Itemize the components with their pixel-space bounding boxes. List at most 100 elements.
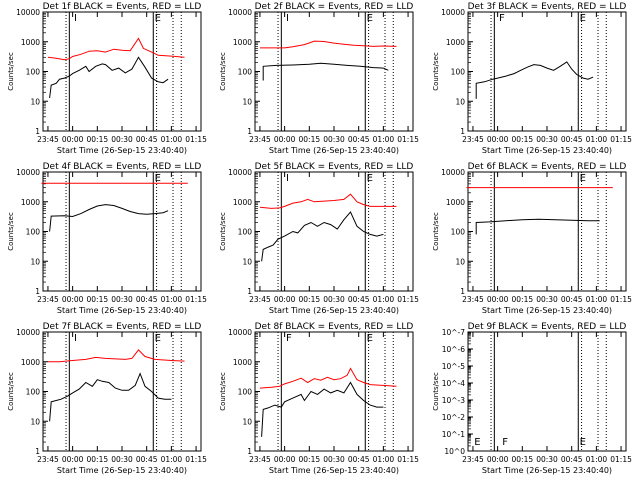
y-tick-label: 10 bbox=[242, 417, 252, 426]
x-tick-label: 00:45 bbox=[136, 135, 158, 144]
lld-series-line bbox=[259, 367, 397, 389]
panel-title: Det 3f BLACK = Events, RED = LLD bbox=[468, 2, 627, 12]
y-tick-label: 100 bbox=[238, 388, 253, 397]
y-tick-label: 10^-6 bbox=[442, 345, 466, 354]
y-axis-label: Counts/sec bbox=[7, 372, 15, 411]
y-axis-label: Counts/sec bbox=[219, 372, 227, 411]
plot-frame bbox=[254, 171, 414, 292]
attenuator-marker: F bbox=[502, 437, 508, 448]
y-tick-label: 10000 bbox=[16, 328, 40, 337]
y-axis-label: Counts/sec bbox=[432, 212, 440, 251]
panel-title: Det 4f BLACK = Events, RED = LLD bbox=[43, 162, 202, 172]
lld-series-line bbox=[259, 40, 397, 49]
x-tick-label: 00:00 bbox=[487, 295, 509, 304]
y-tick-label: 10000 bbox=[228, 328, 252, 337]
panel-title: Det 6f BLACK = Events, RED = LLD bbox=[468, 162, 627, 172]
x-axis-label: Start Time (26-Sep-15 23:40:40) bbox=[269, 306, 399, 315]
attenuator-marker: E bbox=[580, 173, 586, 184]
panel-title: Det 2f BLACK = Events, RED = LLD bbox=[255, 2, 414, 12]
plot-frame bbox=[42, 171, 202, 292]
x-tick-label: 00:15 bbox=[299, 135, 321, 144]
x-tick-label: 00:45 bbox=[561, 135, 583, 144]
x-tick-label: 23:45 bbox=[249, 295, 271, 304]
x-tick-label: 01:00 bbox=[373, 455, 395, 464]
attenuator-marker: I bbox=[74, 333, 77, 344]
y-tick-label: 100 bbox=[238, 68, 253, 77]
y-tick-label: 10000 bbox=[16, 168, 40, 177]
events-series-line bbox=[262, 62, 389, 81]
panel-7: Det 7f BLACK = Events, RED = LLD Counts/s… bbox=[7, 322, 207, 475]
y-tick-label: 100 bbox=[26, 388, 41, 397]
x-tick-label: 01:00 bbox=[373, 295, 395, 304]
attenuator-marker: E bbox=[155, 333, 161, 344]
x-tick-label: 00:30 bbox=[323, 295, 345, 304]
y-tick-label: 1000 bbox=[446, 198, 465, 207]
y-tick-label: 1000 bbox=[21, 198, 40, 207]
x-tick-label: 00:15 bbox=[299, 455, 321, 464]
y-tick-label: 1 bbox=[247, 287, 252, 296]
x-axis-label: Start Time (26-Sep-15 23:40:40) bbox=[482, 146, 612, 155]
attenuator-marker: F bbox=[286, 333, 292, 344]
y-tick-label: 1000 bbox=[446, 38, 465, 47]
y-tick-label: 100 bbox=[451, 68, 466, 77]
x-tick-label: 01:15 bbox=[610, 295, 632, 304]
x-tick-label: 00:00 bbox=[274, 295, 296, 304]
x-tick-label: 00:00 bbox=[62, 455, 84, 464]
x-tick-label: 00:30 bbox=[111, 455, 133, 464]
y-tick-label: 10^-3 bbox=[442, 396, 466, 405]
x-tick-label: 00:45 bbox=[136, 455, 158, 464]
y-tick-label: 100 bbox=[26, 68, 41, 77]
y-tick-label: 10^-7 bbox=[442, 328, 466, 337]
events-series-line bbox=[261, 211, 384, 262]
x-tick-label: 00:15 bbox=[299, 295, 321, 304]
lld-series-line bbox=[47, 37, 185, 61]
y-tick-label: 10000 bbox=[16, 8, 40, 17]
x-tick-label: 00:30 bbox=[111, 295, 133, 304]
panel-8: Det 8f BLACK = Events, RED = LLD Counts/s… bbox=[219, 322, 419, 475]
events-series-line bbox=[49, 372, 172, 422]
x-tick-label: 01:15 bbox=[397, 295, 419, 304]
y-tick-label: 10^-4 bbox=[442, 379, 466, 388]
attenuator-marker: F bbox=[499, 13, 505, 24]
x-tick-label: 01:15 bbox=[610, 455, 632, 464]
y-axis-label: Counts/sec bbox=[219, 212, 227, 251]
y-tick-label: 1 bbox=[460, 127, 465, 136]
x-tick-label: 00:00 bbox=[62, 295, 84, 304]
panel-9: Det 9f BLACK = Events, RED = LLD Counts/s… bbox=[432, 322, 632, 475]
y-tick-label: 1000 bbox=[21, 38, 40, 47]
x-tick-label: 01:15 bbox=[185, 455, 207, 464]
x-tick-label: 00:45 bbox=[561, 295, 583, 304]
y-tick-label: 10 bbox=[242, 257, 252, 266]
x-tick-label: 00:15 bbox=[512, 295, 534, 304]
y-axis-label: Counts/sec bbox=[432, 52, 440, 91]
panel-title: Det 1f BLACK = Events, RED = LLD bbox=[43, 2, 202, 12]
events-series-line bbox=[49, 204, 169, 232]
x-tick-label: 00:30 bbox=[323, 135, 345, 144]
plot-frame bbox=[42, 11, 202, 132]
lld-series-line bbox=[259, 193, 397, 209]
y-tick-label: 10 bbox=[455, 257, 465, 266]
panel-1: Det 1f BLACK = Events, RED = LLD Counts/s… bbox=[7, 2, 207, 155]
panel-3: Det 3f BLACK = Events, RED = LLD Counts/s… bbox=[432, 2, 632, 155]
y-tick-label: 1 bbox=[460, 287, 465, 296]
x-tick-label: 00:15 bbox=[512, 135, 534, 144]
x-tick-label: 01:15 bbox=[610, 135, 632, 144]
y-tick-label: 10 bbox=[242, 97, 252, 106]
y-tick-label: 1000 bbox=[233, 38, 252, 47]
x-tick-label: 00:15 bbox=[512, 455, 534, 464]
attenuator-marker: I bbox=[286, 13, 289, 24]
x-tick-label: 23:45 bbox=[462, 295, 484, 304]
panel-title: Det 9f BLACK = Events, RED = LLD bbox=[468, 322, 627, 332]
x-tick-label: 23:45 bbox=[37, 295, 59, 304]
attenuator-marker: E bbox=[367, 333, 373, 344]
y-tick-label: 1000 bbox=[233, 358, 252, 367]
y-tick-label: 1000 bbox=[21, 358, 40, 367]
x-tick-label: 01:00 bbox=[161, 135, 183, 144]
events-series-line bbox=[49, 56, 169, 98]
y-tick-label: 10^0 bbox=[444, 447, 465, 456]
x-tick-label: 23:45 bbox=[249, 135, 271, 144]
y-tick-label: 1 bbox=[35, 447, 40, 456]
x-tick-label: 01:15 bbox=[397, 135, 419, 144]
